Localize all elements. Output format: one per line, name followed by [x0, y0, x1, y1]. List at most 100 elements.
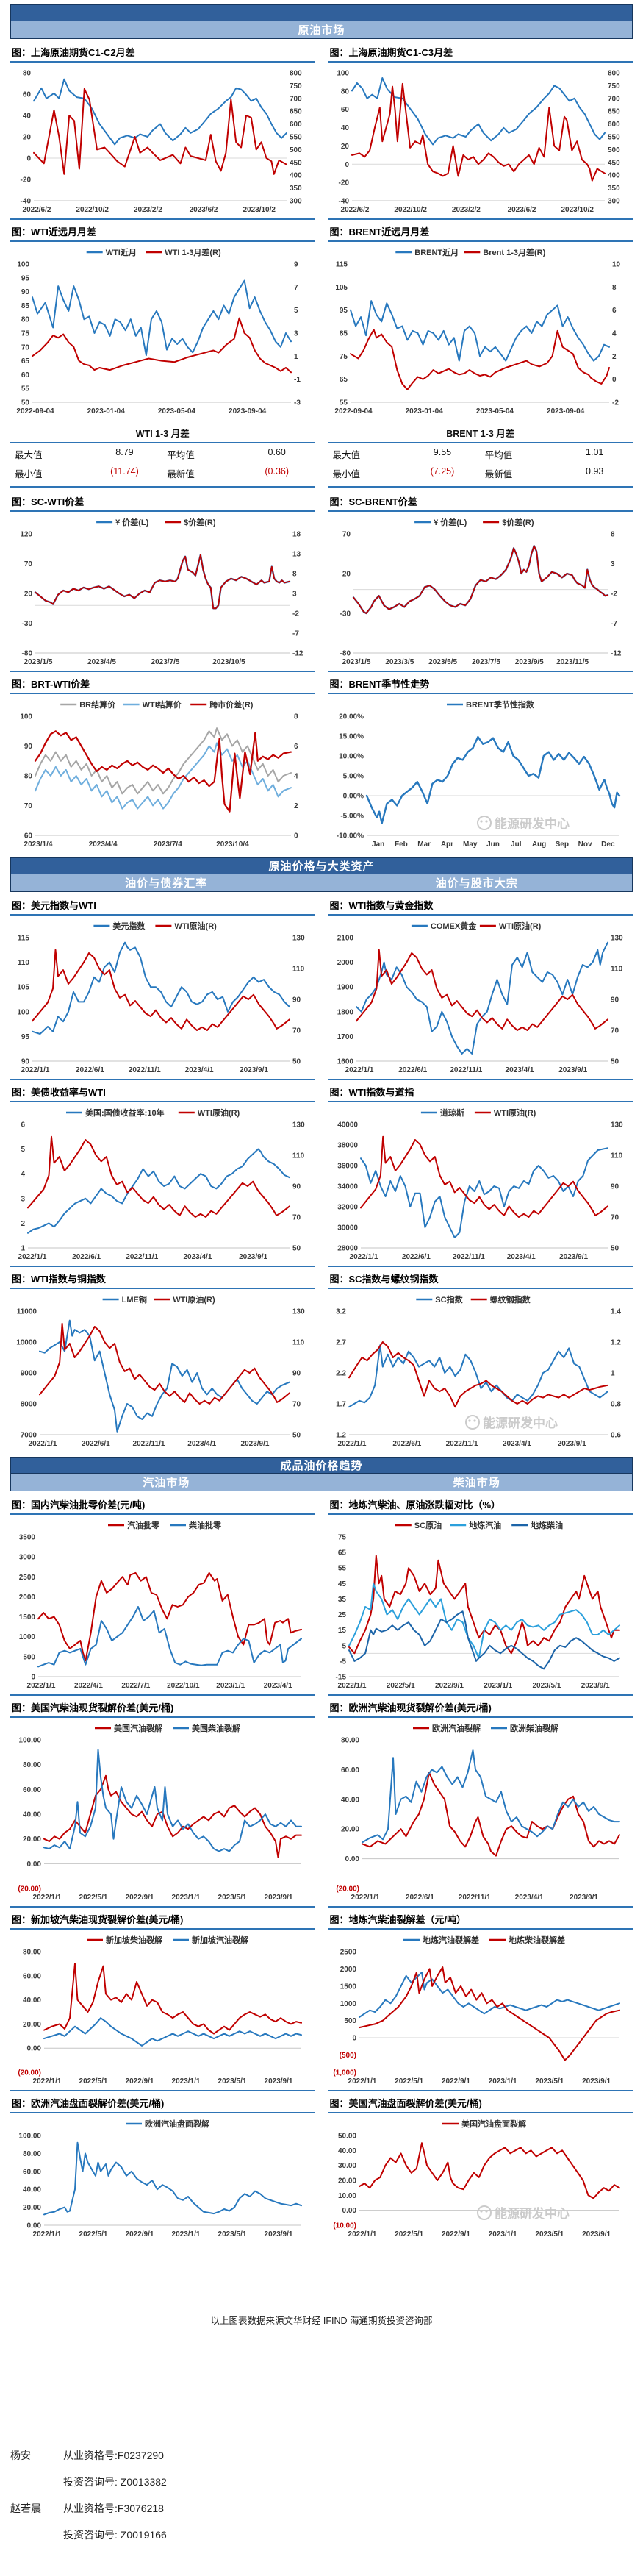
svg-text:110: 110	[292, 1152, 305, 1160]
svg-text:$价差(R): $价差(R)	[502, 517, 534, 527]
legend-item: 新加坡柴油裂解	[87, 1935, 162, 1945]
svg-text:2022/9/1: 2022/9/1	[126, 2230, 154, 2238]
svg-text:130: 130	[292, 1308, 305, 1316]
series-WTI原油(R)	[359, 1135, 608, 1218]
svg-text:0.00: 0.00	[345, 1855, 359, 1863]
chart-panel-sc_wti: 图：SC-WTI价差 120 70 20 -30 -80 18 13 8 3 -2 -7 -12 2023…	[10, 490, 315, 672]
svg-text:2023/9/1: 2023/9/1	[265, 2077, 293, 2086]
svg-text:2022/1/1: 2022/1/1	[33, 1894, 62, 1902]
svg-text:Jul: Jul	[511, 841, 522, 849]
x-axis-ticks: 2022/1/1 2022/6/1 2022/11/1 2023/4/1 2023/9/…	[29, 1440, 270, 1448]
svg-text:2023/9/1: 2023/9/1	[559, 1253, 588, 1261]
chart-legend: ¥ 价差(L) $价差(R)	[96, 517, 216, 527]
svg-text:1700: 1700	[337, 1033, 353, 1041]
svg-text:1.4: 1.4	[611, 1308, 621, 1316]
svg-text:50: 50	[292, 1245, 301, 1253]
legend-item: SC原油	[395, 1520, 442, 1530]
chart-title: 图：WTI近远月月差	[10, 223, 315, 242]
series-$价差(R)	[35, 554, 290, 610]
svg-text:2023/2/2: 2023/2/2	[134, 206, 162, 214]
subheader-bonds-fx: 油价与债券汇率	[125, 877, 208, 890]
svg-text:2023/9/1: 2023/9/1	[582, 2077, 611, 2086]
chart-title: 图：BRENT季节性走势	[328, 675, 633, 694]
chart-title: 图：地炼汽柴油裂解差（元/吨）	[328, 1910, 633, 1930]
table-row: 最小值 (7.25) 最新值 0.93	[328, 463, 633, 482]
svg-text:300: 300	[290, 198, 302, 206]
svg-text:20.00%: 20.00%	[339, 713, 364, 721]
legend-item: 美元指数	[93, 921, 146, 931]
svg-text:95: 95	[21, 274, 30, 282]
svg-text:2022/5/1: 2022/5/1	[79, 2230, 108, 2238]
x-axis-ticks: 2022/1/1 2022/5/1 2022/9/1 2023/1/1 2023/5/1…	[337, 1682, 610, 1690]
svg-text:-7: -7	[292, 630, 299, 638]
svg-text:2: 2	[21, 1220, 25, 1228]
svg-text:90: 90	[24, 743, 33, 751]
svg-text:75: 75	[339, 353, 348, 361]
svg-text:70: 70	[342, 531, 351, 539]
table-row: 最大值 9.55 平均值 1.01	[328, 443, 633, 463]
svg-text:能源研发中心: 能源研发中心	[495, 816, 570, 831]
svg-text:(10.00): (10.00)	[333, 2222, 356, 2230]
svg-text:400: 400	[608, 172, 620, 180]
chart-legend: LME铜 WTI原油(R)	[102, 1294, 215, 1305]
svg-text:7000: 7000	[21, 1432, 37, 1440]
svg-text:450: 450	[608, 159, 620, 167]
legend-item: LME铜	[102, 1294, 147, 1305]
svg-text:2022/1/1: 2022/1/1	[337, 1682, 366, 1690]
svg-text:35: 35	[337, 1596, 346, 1604]
series-WTI原油(R)	[39, 1322, 290, 1405]
svg-text:6: 6	[612, 307, 617, 315]
svg-text:40.00: 40.00	[23, 1997, 41, 2005]
chart-row-1: 图：上海原油期货C1-C2月差 80 60 40 20 0 -20 -40 800 750 700 6…	[10, 40, 633, 220]
table-body: 最大值 8.79 平均值 0.60 最小值 (11.74) 最新值 (0.36)	[10, 443, 315, 488]
svg-text:500: 500	[23, 1653, 35, 1661]
svg-text:(20.00): (20.00)	[336, 1885, 359, 1894]
svg-text:15: 15	[337, 1627, 346, 1635]
svg-text:75: 75	[337, 1534, 346, 1542]
chart-panel-ust_wti: 图：美债收益率与WTI 6 5 4 3 2 1 130 110 90 70 50 2022/1/1 202…	[10, 1080, 315, 1267]
svg-text:110: 110	[611, 1152, 623, 1160]
series-美国:国债收益率:10年	[27, 1148, 290, 1234]
svg-text:2023/4/4: 2023/4/4	[89, 841, 118, 849]
svg-text:2023/4/1: 2023/4/1	[514, 1894, 543, 1902]
series-BRENT近月	[349, 300, 610, 362]
svg-text:地炼柴油裂解差: 地炼柴油裂解差	[509, 1935, 565, 1945]
svg-text:2023/1/1: 2023/1/1	[172, 2230, 201, 2238]
svg-text:3500: 3500	[19, 1534, 36, 1542]
svg-text:新加坡汽油裂解: 新加坡汽油裂解	[192, 1935, 248, 1945]
left-axis-ticks: 100 90 80 70 60	[20, 713, 32, 841]
chart-legend: 汽油批零 柴油批零	[108, 1520, 222, 1530]
left-axis-ticks: 115 110 105 100 95 90	[17, 935, 29, 1066]
chart-panel-brent_mm: 图：BRENT近远月月差 115 105 95 85 75 65 55 10 8 6 4 2 0 -2 202…	[328, 220, 633, 420]
svg-text:-80: -80	[340, 650, 351, 658]
series-地炼汽油	[348, 1583, 620, 1659]
svg-text:9: 9	[294, 261, 298, 269]
svg-text:2022/1/1: 2022/1/1	[349, 1253, 378, 1261]
x-axis-ticks: 2022/1/1 2022/6/1 2022/11/1 2023/4/1 2023/9/…	[351, 1894, 598, 1902]
svg-text:欧洲柴油裂解: 欧洲柴油裂解	[510, 1723, 558, 1733]
svg-text:2022/1/1: 2022/1/1	[18, 1253, 47, 1261]
svg-text:350: 350	[608, 185, 620, 193]
svg-text:4: 4	[612, 330, 617, 338]
left-axis-ticks: 100 95 90 85 80 75 70 65 60 55 50	[17, 261, 29, 407]
svg-text:100: 100	[17, 261, 29, 269]
svg-text:350: 350	[290, 185, 302, 193]
svg-text:1800: 1800	[337, 1008, 353, 1016]
svg-text:55: 55	[337, 1565, 346, 1573]
svg-text:1.2: 1.2	[611, 1339, 621, 1347]
svg-text:105: 105	[335, 284, 348, 292]
svg-text:-20: -20	[338, 179, 349, 188]
svg-text:70: 70	[24, 560, 33, 568]
svg-text:2023/9/1: 2023/9/1	[241, 1440, 270, 1448]
svg-text:90: 90	[21, 1058, 30, 1066]
svg-text:2022/6/1: 2022/6/1	[72, 1253, 101, 1261]
chart-title: 图：SC指数与螺纹钢指数	[328, 1270, 633, 1289]
svg-text:80.00: 80.00	[23, 1761, 41, 1769]
series-美国柴油裂解	[43, 1749, 302, 1852]
svg-text:2500: 2500	[340, 1949, 356, 1957]
chart-panel-brt_wti: 图：BRT-WTI价差 100 90 80 70 60 8 6 4 2 0 2023/1/4 2023/…	[10, 672, 315, 853]
svg-text:地炼汽油: 地炼汽油	[469, 1520, 501, 1530]
svg-text:2023/4/1: 2023/4/1	[185, 1066, 214, 1074]
chart-panel-wti_dow: 图：WTI指数与道指 40000 38000 36000 34000 32000 30000…	[328, 1080, 633, 1267]
svg-text:105: 105	[17, 984, 29, 992]
